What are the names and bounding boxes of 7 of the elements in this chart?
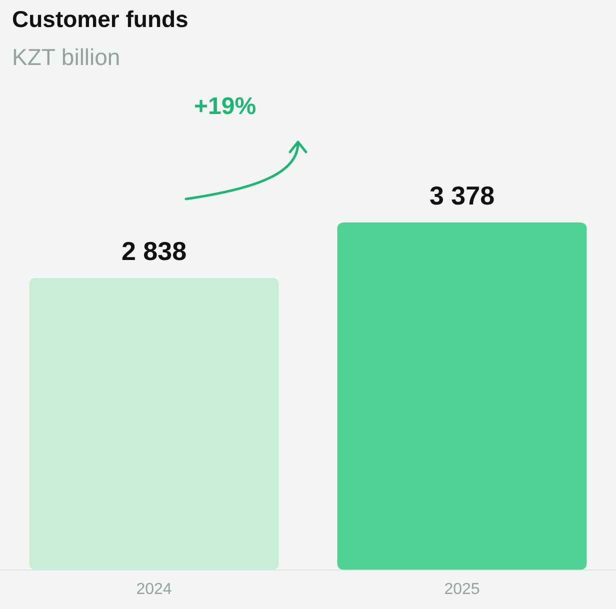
chart-title: Customer funds (12, 6, 188, 33)
data-label: 3 378 (429, 180, 495, 211)
data-label: 2 838 (121, 236, 187, 266)
x-tick-label: 2025 (444, 580, 480, 598)
x-tick-label: 2024 (136, 580, 172, 598)
chart-subtitle: KZT billion (12, 44, 120, 71)
text: +19% (194, 92, 256, 121)
